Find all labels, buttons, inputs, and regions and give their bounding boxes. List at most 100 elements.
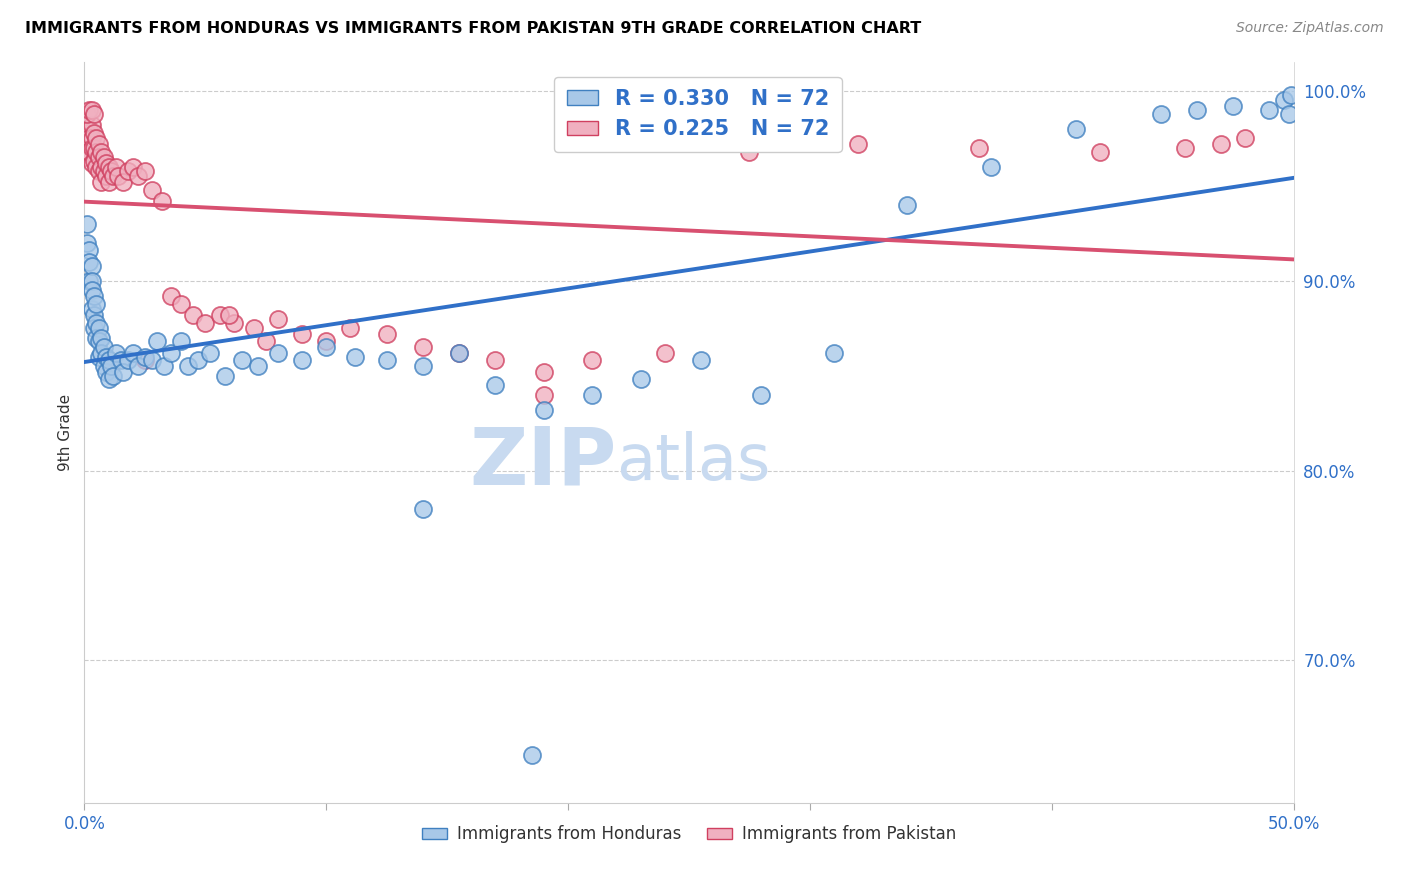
Point (484, 378, 506, 392)
Point (97, 353, 120, 368)
Point (83, 106, 105, 120)
Point (141, 183, 163, 197)
Point (121, 346, 143, 360)
Point (823, 346, 845, 360)
Point (87, 137, 110, 152)
Point (344, 350, 367, 364)
Point (90, 145, 112, 159)
Point (90, 175, 112, 189)
Point (86, 331, 108, 345)
Point (208, 308, 231, 322)
Point (581, 387, 603, 401)
Point (80, 103, 103, 117)
Point (86, 296, 108, 310)
Point (94, 169, 117, 184)
Point (86, 131, 108, 145)
Point (90, 346, 112, 360)
Point (93, 359, 115, 374)
Point (1278, 106, 1301, 120)
Point (94, 156, 117, 170)
Point (94, 350, 117, 364)
Point (103, 169, 125, 184)
Point (86, 145, 108, 159)
Point (339, 321, 361, 335)
Point (181, 308, 204, 322)
Point (1272, 94, 1295, 108)
Point (160, 346, 183, 360)
Point (104, 160, 127, 174)
Point (1174, 141, 1197, 155)
Point (77, 121, 100, 136)
Point (1279, 87, 1302, 102)
Point (980, 160, 1002, 174)
Point (87, 321, 110, 335)
Point (231, 353, 253, 368)
Point (520, 748, 543, 763)
Point (1209, 137, 1232, 152)
Text: atlas: atlas (616, 431, 770, 493)
Point (117, 353, 139, 368)
Point (127, 169, 149, 184)
Point (76, 235, 98, 250)
Point (87, 163, 110, 178)
Point (533, 365, 555, 379)
Point (146, 334, 169, 349)
Text: Source: ZipAtlas.com: Source: ZipAtlas.com (1236, 21, 1384, 35)
Point (134, 163, 156, 178)
Point (87, 150, 110, 164)
Point (267, 346, 290, 360)
Point (449, 346, 471, 360)
Point (170, 296, 193, 310)
Point (412, 340, 434, 354)
Point (412, 501, 434, 516)
Point (896, 198, 918, 212)
Point (83, 289, 105, 303)
Point (153, 359, 176, 374)
Point (86, 160, 108, 174)
Point (86, 316, 108, 330)
Point (267, 311, 290, 326)
Point (87, 350, 110, 364)
Point (80, 283, 103, 297)
Point (1149, 106, 1171, 120)
Point (315, 340, 337, 354)
Point (254, 334, 277, 349)
Point (127, 359, 149, 374)
Point (242, 321, 264, 335)
Point (1222, 99, 1244, 113)
Point (90, 331, 112, 345)
Point (654, 346, 676, 360)
Point (76, 106, 98, 120)
Point (90, 160, 112, 174)
Point (194, 316, 217, 330)
Point (80, 259, 103, 273)
Point (412, 359, 434, 374)
Point (170, 334, 193, 349)
Point (967, 141, 990, 155)
Point (83, 141, 105, 155)
Point (77, 131, 100, 145)
Point (107, 169, 129, 184)
Point (83, 321, 105, 335)
Point (77, 274, 100, 288)
Point (83, 308, 105, 322)
Point (141, 353, 163, 368)
Point (76, 150, 98, 164)
Point (80, 302, 103, 317)
Point (218, 308, 240, 322)
Point (247, 359, 270, 374)
Legend: Immigrants from Honduras, Immigrants from Pakistan: Immigrants from Honduras, Immigrants fro… (415, 819, 963, 850)
Point (93, 340, 115, 354)
Point (150, 194, 173, 208)
Point (110, 353, 132, 368)
Point (533, 402, 555, 417)
Point (104, 346, 127, 360)
Point (97, 175, 120, 189)
Point (77, 145, 100, 159)
Point (121, 160, 143, 174)
Point (177, 359, 200, 374)
Point (484, 353, 506, 368)
Point (738, 145, 761, 159)
Point (198, 346, 221, 360)
Point (94, 365, 117, 379)
